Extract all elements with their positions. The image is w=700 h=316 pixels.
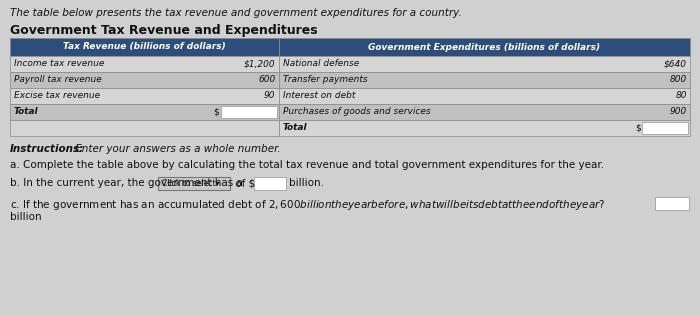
Text: Click to select▾: Click to select▾ [162, 179, 220, 188]
Text: Total: Total [283, 124, 307, 132]
Text: Enter your answers as a whole number.: Enter your answers as a whole number. [72, 144, 281, 154]
Text: Government Tax Revenue and Expenditures: Government Tax Revenue and Expenditures [10, 24, 318, 37]
Text: National defense: National defense [283, 59, 359, 69]
Bar [254, 177, 286, 190]
Text: $: $ [214, 107, 219, 117]
Bar [642, 122, 688, 134]
Text: $640: $640 [664, 59, 687, 69]
Text: billion: billion [10, 212, 41, 222]
Text: Interest on debt: Interest on debt [283, 92, 355, 100]
Bar [220, 106, 276, 118]
Text: Payroll tax revenue: Payroll tax revenue [14, 76, 101, 84]
Bar [10, 104, 279, 120]
Bar [279, 88, 690, 104]
Bar [10, 120, 279, 136]
Text: Excise tax revenue: Excise tax revenue [14, 92, 100, 100]
Text: Total: Total [14, 107, 38, 117]
Bar [655, 197, 689, 210]
Text: 90: 90 [264, 92, 276, 100]
Text: $: $ [635, 124, 640, 132]
Text: billion.: billion. [289, 178, 324, 188]
Text: b. In the current year, the government has a: b. In the current year, the government h… [10, 178, 246, 188]
Text: Purchases of goods and services: Purchases of goods and services [283, 107, 430, 117]
Bar [158, 177, 230, 190]
Text: Tax Revenue (billions of dollars): Tax Revenue (billions of dollars) [63, 42, 225, 52]
Text: Government Expenditures (billions of dollars): Government Expenditures (billions of dol… [368, 42, 601, 52]
Text: Instructions:: Instructions: [10, 144, 84, 154]
Bar [279, 56, 690, 72]
Text: c. If the government has an accumulated debt of $2,600 billion the year before, : c. If the government has an accumulated … [10, 198, 605, 212]
Bar [10, 56, 279, 72]
Text: 800: 800 [670, 76, 687, 84]
Text: 900: 900 [670, 107, 687, 117]
Bar [279, 104, 690, 120]
Text: Income tax revenue: Income tax revenue [14, 59, 104, 69]
Text: 600: 600 [258, 76, 276, 84]
Bar [279, 72, 690, 88]
Text: Transfer payments: Transfer payments [283, 76, 368, 84]
Text: The table below presents the tax revenue and government expenditures for a count: The table below presents the tax revenue… [10, 8, 462, 18]
Text: 80: 80 [676, 92, 687, 100]
Text: $1,200: $1,200 [244, 59, 276, 69]
Text: of $: of $ [232, 178, 256, 188]
Text: a. Complete the table above by calculating the total tax revenue and total gover: a. Complete the table above by calculati… [10, 160, 604, 170]
Bar [10, 38, 279, 56]
Bar [10, 88, 279, 104]
Bar [279, 38, 690, 56]
Bar [10, 72, 279, 88]
Bar [279, 120, 690, 136]
